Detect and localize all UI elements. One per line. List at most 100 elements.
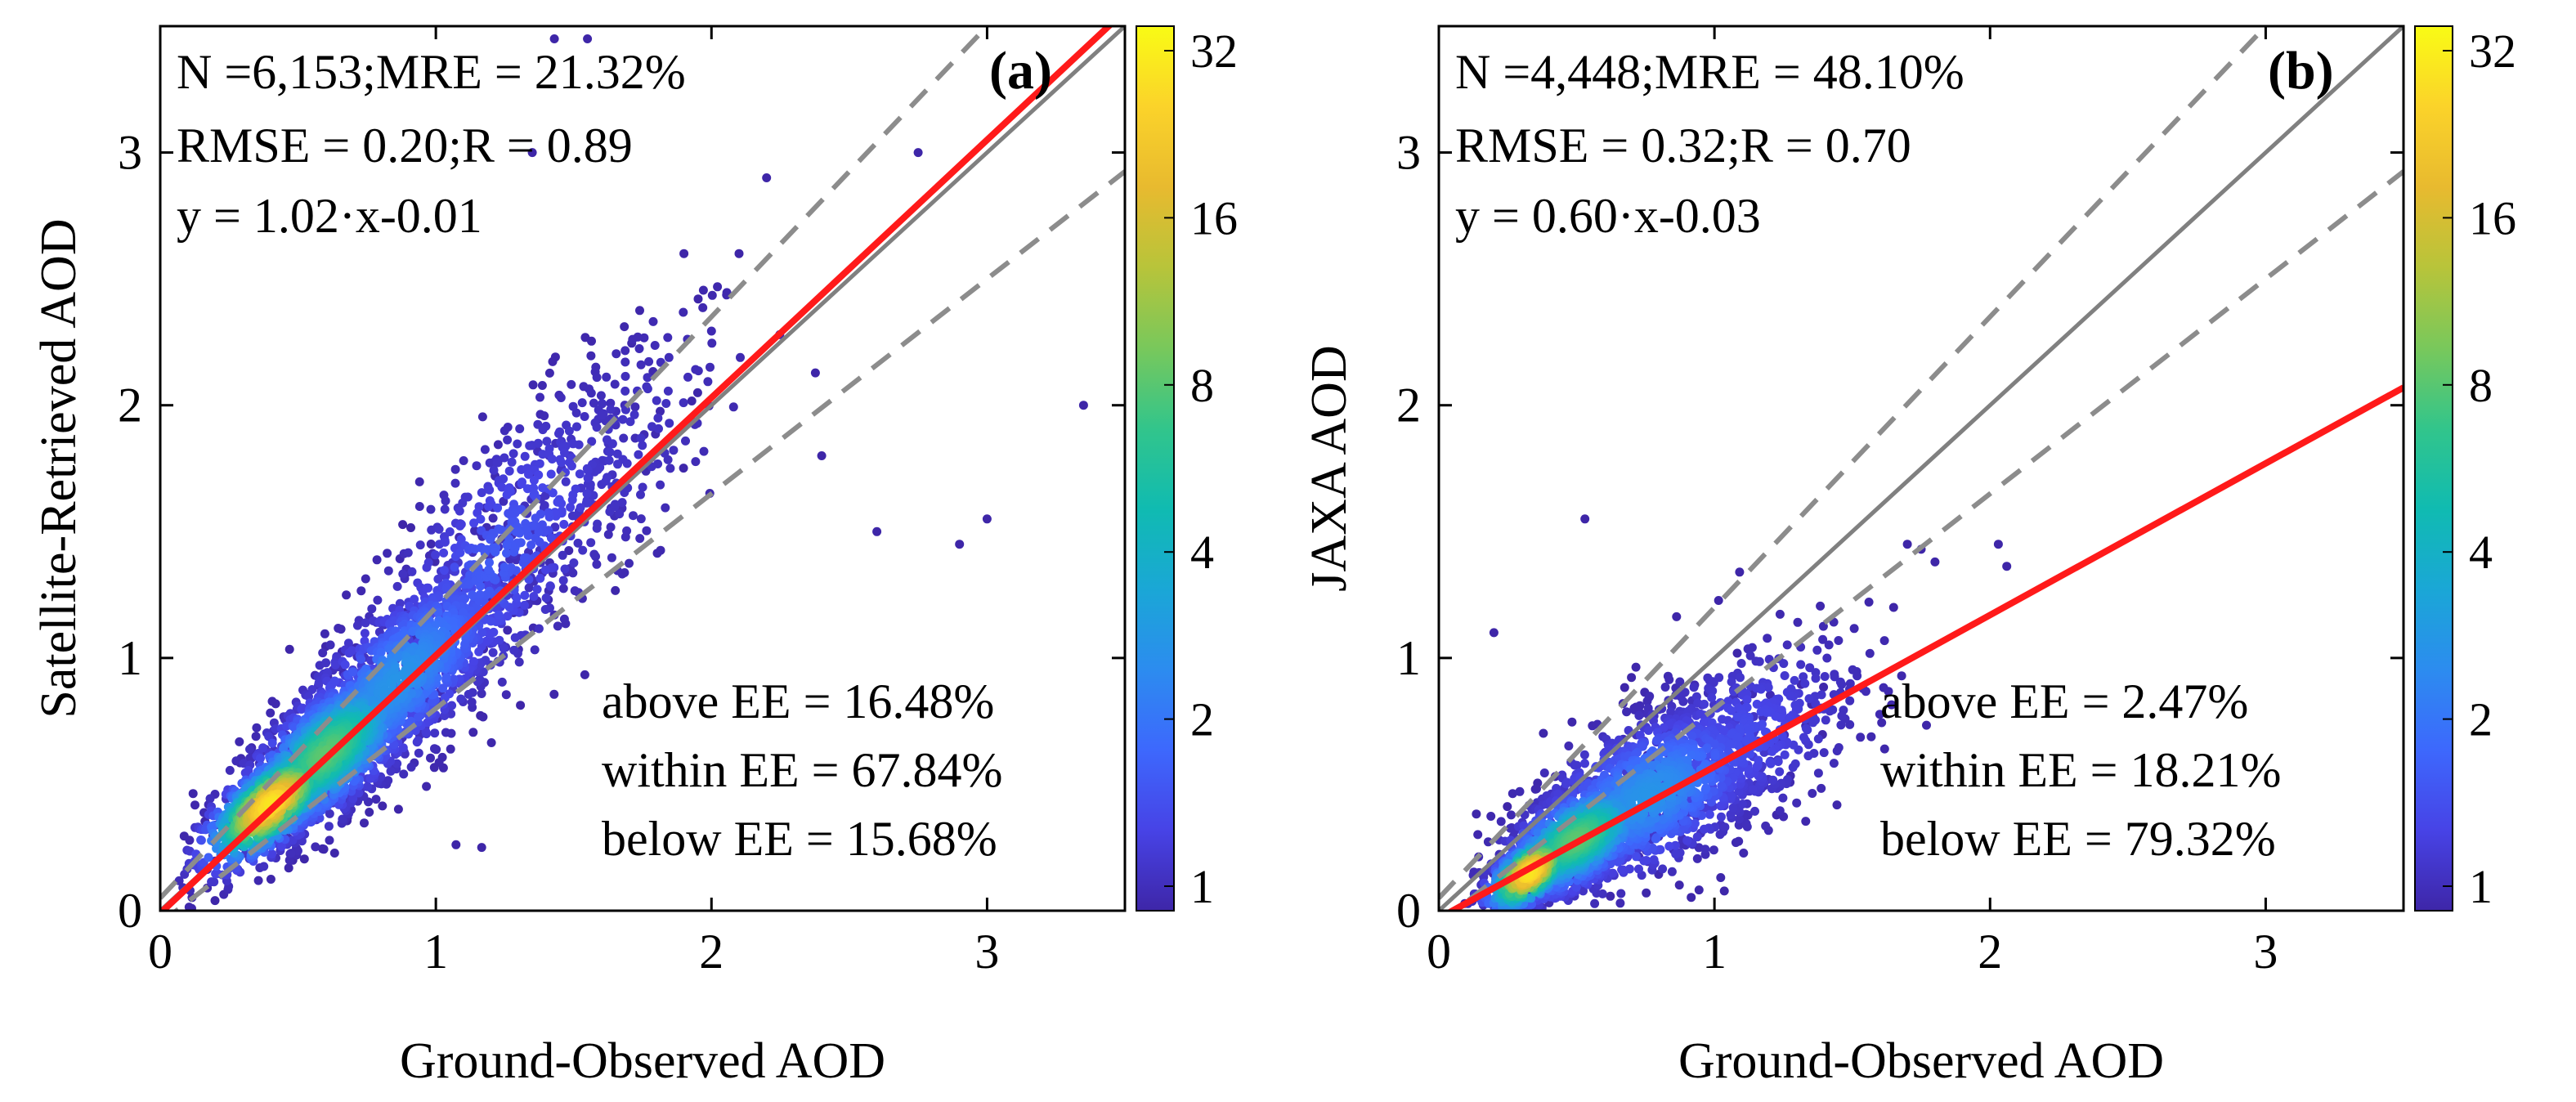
ee-below-label: below EE = 15.68% bbox=[602, 812, 997, 866]
data-point bbox=[532, 585, 542, 594]
data-point bbox=[406, 523, 415, 532]
data-point bbox=[1617, 865, 1627, 875]
data-point bbox=[1780, 671, 1790, 680]
data-point bbox=[297, 705, 307, 714]
data-point bbox=[486, 738, 496, 747]
data-point bbox=[340, 660, 350, 670]
data-point bbox=[634, 344, 644, 353]
data-point bbox=[439, 548, 449, 558]
data-point bbox=[441, 728, 450, 737]
data-point bbox=[347, 646, 357, 656]
data-point bbox=[464, 580, 474, 589]
data-point bbox=[606, 522, 616, 532]
data-point bbox=[567, 379, 576, 389]
data-point bbox=[1689, 683, 1699, 692]
data-point bbox=[1496, 817, 1506, 826]
data-point bbox=[1631, 662, 1641, 672]
data-point bbox=[625, 558, 634, 568]
data-point bbox=[1813, 734, 1823, 744]
data-point bbox=[383, 549, 392, 558]
data-point bbox=[277, 841, 286, 851]
data-point bbox=[509, 645, 519, 655]
data-point bbox=[398, 743, 408, 753]
data-point bbox=[663, 386, 673, 396]
data-point bbox=[422, 782, 432, 791]
data-point bbox=[559, 519, 569, 529]
data-point bbox=[468, 590, 477, 600]
data-point bbox=[529, 592, 539, 601]
data-point bbox=[365, 808, 374, 817]
data-point bbox=[569, 558, 579, 567]
data-point bbox=[538, 483, 548, 493]
data-point bbox=[1745, 651, 1755, 661]
data-point bbox=[1727, 791, 1736, 801]
data-point bbox=[210, 896, 220, 906]
data-point bbox=[508, 449, 518, 459]
data-point bbox=[253, 876, 263, 885]
data-point bbox=[506, 510, 515, 520]
x-axis-label: Ground-Observed AOD bbox=[400, 1033, 885, 1089]
data-point bbox=[1835, 677, 1845, 687]
data-point bbox=[535, 573, 545, 583]
data-point bbox=[636, 490, 645, 499]
data-point bbox=[736, 352, 745, 362]
data-point bbox=[1078, 401, 1088, 410]
reference-lines-a bbox=[160, 26, 1125, 911]
data-point bbox=[271, 699, 280, 709]
data-point bbox=[1580, 759, 1589, 768]
data-point bbox=[1634, 710, 1644, 720]
colorbar-tick-label: 32 bbox=[1190, 25, 1238, 78]
data-point bbox=[1742, 695, 1752, 705]
data-point bbox=[1620, 683, 1629, 692]
data-point bbox=[636, 360, 646, 370]
data-point bbox=[647, 422, 656, 432]
data-point bbox=[468, 656, 478, 666]
y-tick-label: 1 bbox=[118, 631, 142, 685]
data-point bbox=[661, 399, 671, 408]
data-point bbox=[691, 365, 701, 374]
data-point bbox=[1483, 837, 1493, 847]
data-point bbox=[334, 624, 343, 633]
data-point bbox=[386, 766, 396, 776]
data-point bbox=[1775, 609, 1785, 619]
data-point bbox=[596, 391, 606, 401]
data-point bbox=[1836, 720, 1846, 730]
data-point bbox=[630, 402, 640, 412]
data-point bbox=[1778, 793, 1788, 803]
data-point bbox=[472, 461, 482, 471]
colorbar-tick-label: 1 bbox=[1190, 860, 1214, 913]
data-point bbox=[586, 351, 596, 361]
data-point bbox=[529, 476, 539, 486]
data-point bbox=[407, 567, 417, 576]
data-point bbox=[592, 373, 602, 383]
data-point bbox=[463, 492, 473, 502]
data-point bbox=[1834, 636, 1844, 645]
data-point bbox=[451, 840, 461, 849]
data-point bbox=[348, 667, 358, 677]
data-point bbox=[531, 533, 540, 543]
data-point bbox=[1922, 720, 1931, 730]
data-point bbox=[582, 497, 592, 507]
data-point bbox=[734, 249, 744, 258]
data-point bbox=[547, 533, 556, 543]
data-point bbox=[566, 503, 576, 512]
data-point bbox=[456, 519, 466, 529]
data-point bbox=[1879, 683, 1888, 692]
x-tick-label: 2 bbox=[699, 925, 724, 979]
data-point bbox=[343, 638, 353, 648]
data-point bbox=[872, 526, 882, 536]
data-point bbox=[544, 368, 554, 378]
data-point bbox=[383, 776, 393, 786]
data-point bbox=[267, 849, 276, 858]
data-point bbox=[1822, 653, 1832, 663]
data-point bbox=[477, 412, 487, 422]
data-point bbox=[1796, 660, 1806, 670]
data-point bbox=[604, 455, 614, 465]
data-point bbox=[586, 388, 596, 398]
ee-within-label: within EE = 67.84% bbox=[602, 743, 1002, 797]
data-point bbox=[567, 495, 577, 504]
data-point bbox=[664, 352, 674, 362]
data-point bbox=[537, 381, 547, 390]
data-point bbox=[440, 537, 450, 547]
